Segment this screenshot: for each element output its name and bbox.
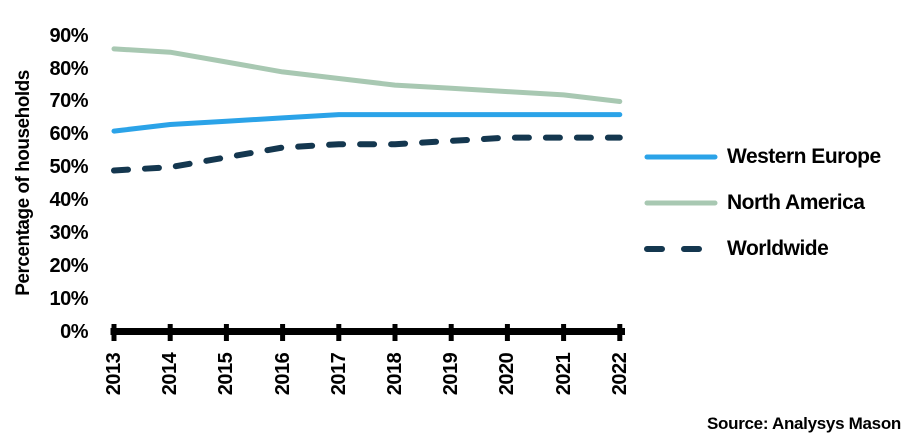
legend-swatch-worldwide — [644, 246, 718, 252]
y-tick-label-70: 70% — [49, 90, 88, 113]
legend-item-north-america: North America — [644, 180, 881, 226]
legend-label: Western Europe — [727, 145, 881, 168]
x-tick-label-2017: 2017 — [327, 352, 350, 396]
legend-item-western-europe: Western Europe — [644, 134, 881, 180]
x-tick-label-2022: 2022 — [608, 352, 631, 396]
y-tick-label-10: 10% — [49, 287, 88, 310]
x-tick-label-2019: 2019 — [440, 352, 463, 396]
y-tick-label-90: 90% — [49, 24, 88, 47]
y-tick-label-80: 80% — [49, 57, 88, 80]
legend-swatch-western-europe — [644, 154, 718, 160]
legend-label: Worldwide — [727, 237, 829, 260]
series-line-north-america — [111, 46, 623, 104]
x-tick-label-2016: 2016 — [271, 352, 294, 396]
y-tick-label-60: 60% — [49, 123, 88, 146]
x-tick-label-2015: 2015 — [215, 352, 238, 396]
x-tick-label-2020: 2020 — [496, 352, 519, 396]
y-tick-label-0: 0% — [60, 320, 88, 343]
y-tick-label-30: 30% — [49, 221, 88, 244]
series-line-worldwide — [111, 134, 623, 174]
series-line-western-europe — [111, 112, 623, 134]
x-tick-label-2014: 2014 — [159, 352, 182, 396]
legend: Western Europe North America Worldwide — [644, 134, 881, 272]
legend-swatch-north-america — [644, 200, 718, 206]
y-tick-label-50: 50% — [49, 156, 88, 179]
legend-label: North America — [727, 191, 865, 214]
source-note: Source: Analysys Mason — [706, 414, 901, 433]
x-tick-label-2013: 2013 — [103, 352, 125, 396]
y-tick-label-40: 40% — [49, 189, 88, 212]
x-tick-label-2021: 2021 — [552, 352, 575, 396]
x-tick-label-2018: 2018 — [384, 352, 406, 396]
legend-item-worldwide: Worldwide — [644, 226, 881, 272]
y-tick-label-20: 20% — [49, 254, 88, 277]
